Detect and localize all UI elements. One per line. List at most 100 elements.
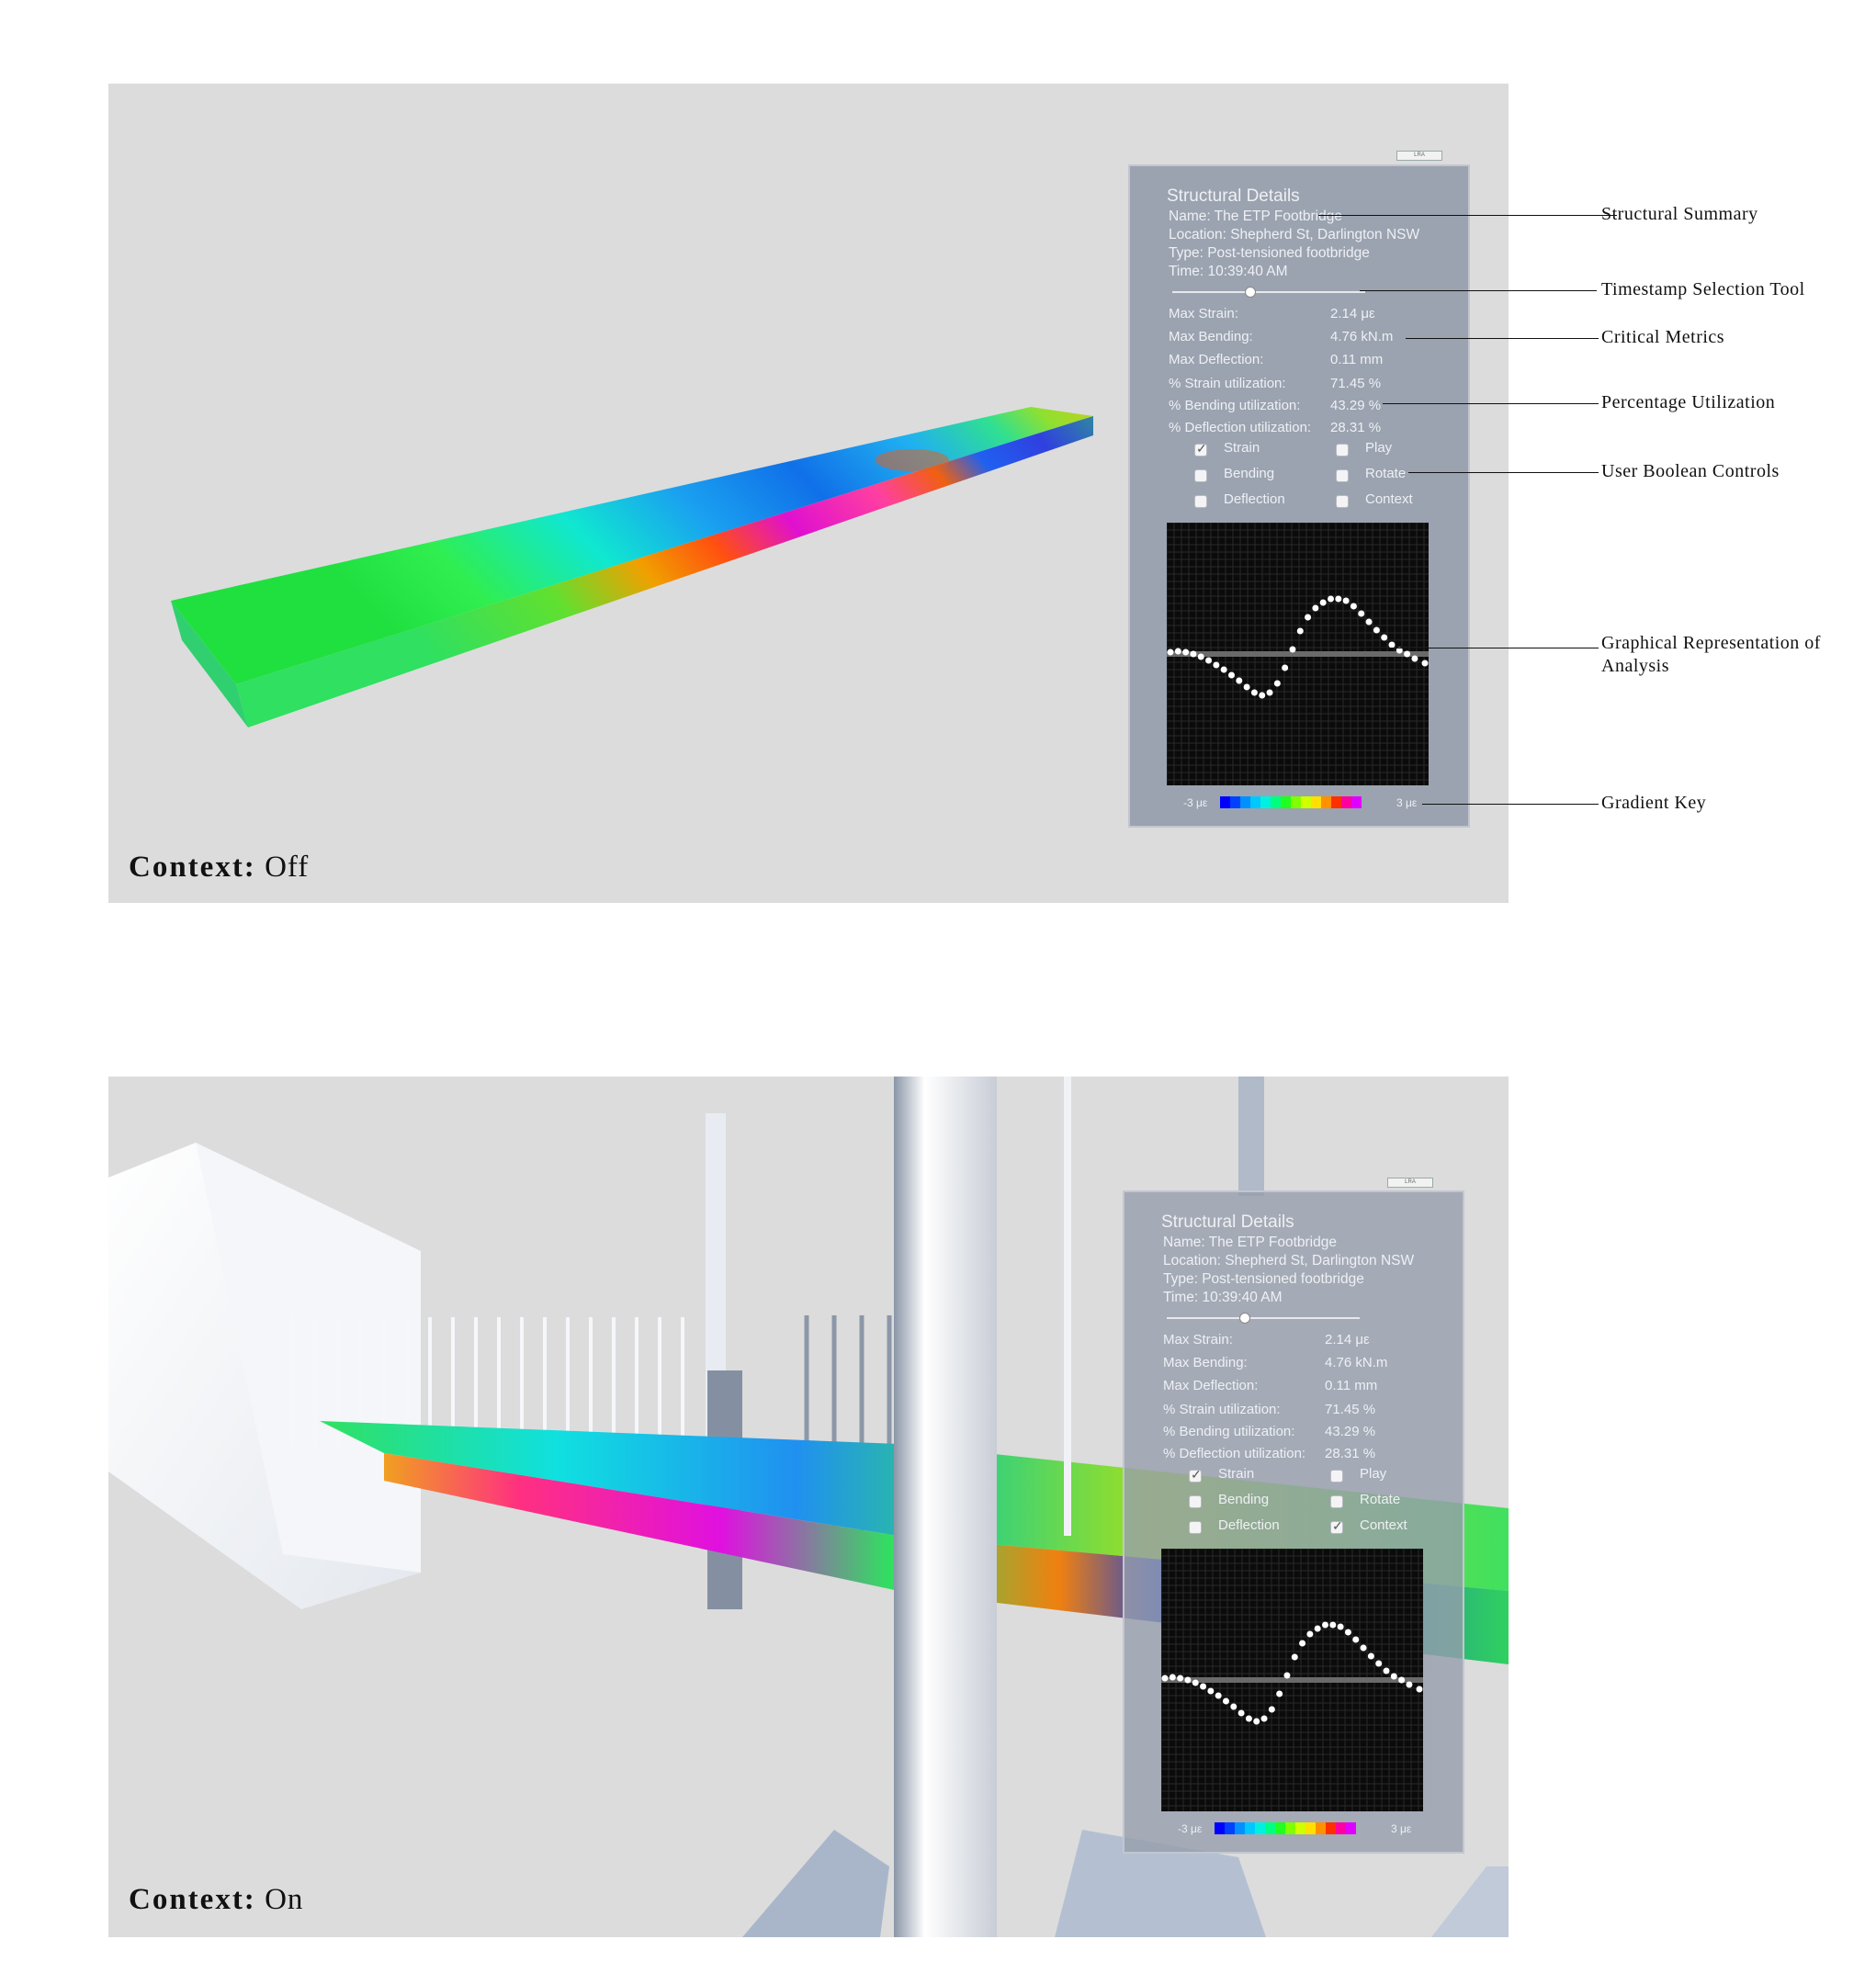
gradient-key-swatch [1245, 1822, 1255, 1834]
context-checkbox[interactable] [1336, 495, 1349, 508]
bridge-deck-3d-view [171, 407, 1093, 727]
data-point [1306, 1630, 1314, 1638]
metric-value: 2.14 με [1325, 1332, 1370, 1347]
data-point [1266, 689, 1273, 696]
structural-details-panel: Structural Details Name: The ETP Footbri… [1123, 1190, 1464, 1854]
data-point [1161, 1674, 1169, 1682]
data-point [1259, 692, 1266, 699]
data-point [1344, 1629, 1351, 1636]
window-mini-button[interactable]: LRA [1396, 151, 1442, 161]
data-point [1283, 1672, 1291, 1679]
annotation-structural-summary: Structural Summary [1601, 204, 1758, 224]
gradient-key-swatch [1305, 1822, 1316, 1834]
data-point [1213, 661, 1220, 669]
data-point [1329, 1621, 1337, 1629]
data-point [1174, 648, 1181, 655]
data-point [1375, 1660, 1383, 1667]
gradient-key-swatch [1235, 1822, 1245, 1834]
viewport-context-on[interactable]: LRA Structural Details Name: The ETP Foo… [108, 1077, 1509, 1937]
play-checkbox[interactable] [1330, 1470, 1343, 1483]
gradient-key-swatch [1331, 796, 1341, 808]
data-point [1305, 614, 1312, 621]
data-point [1250, 689, 1258, 696]
annotation-leader-line [1383, 403, 1599, 404]
baseline [1161, 1677, 1423, 1683]
gradient-key-swatch [1271, 796, 1281, 808]
data-point [1222, 1697, 1229, 1705]
rotate-checkbox[interactable] [1330, 1495, 1343, 1508]
data-point [1276, 1690, 1283, 1697]
metric-value: 0.11 mm [1325, 1378, 1378, 1393]
data-point [1337, 1623, 1344, 1630]
data-point [1200, 1683, 1207, 1690]
data-point [1230, 1703, 1237, 1710]
panel-title: Structural Details [1161, 1212, 1294, 1232]
strain-label: Strain [1218, 1466, 1255, 1482]
metric-value: 4.76 kN.m [1325, 1355, 1388, 1370]
gradient-key-swatch [1225, 1822, 1235, 1834]
metric-label: Max Strain: [1169, 306, 1238, 321]
data-point [1421, 660, 1429, 667]
gradient-key-swatch [1346, 1822, 1356, 1834]
info-name: Name: The ETP Footbridge [1163, 1235, 1337, 1250]
metric-value: 2.14 με [1330, 306, 1375, 321]
timestamp-slider[interactable] [1172, 291, 1365, 293]
viewport-context-off[interactable]: LRA Structural Details Name: The ETP Foo… [108, 84, 1509, 903]
gradient-key-swatch [1250, 796, 1260, 808]
bending-checkbox[interactable] [1189, 1495, 1202, 1508]
data-point [1245, 1715, 1252, 1722]
data-point [1411, 655, 1418, 662]
data-point [1350, 603, 1357, 610]
gradient-key-swatch [1240, 796, 1250, 808]
data-point [1352, 1636, 1360, 1643]
context-checkbox[interactable] [1330, 1518, 1343, 1534]
deflection-checkbox[interactable] [1194, 495, 1207, 508]
data-point [1169, 1674, 1176, 1681]
data-point [1296, 627, 1304, 635]
deflection-label: Deflection [1224, 491, 1285, 507]
deflection-checkbox[interactable] [1189, 1521, 1202, 1534]
metric-value: 4.76 kN.m [1330, 329, 1394, 344]
data-point [1205, 657, 1213, 664]
deflection-label: Deflection [1218, 1517, 1280, 1533]
utilization-label: % Deflection utilization: [1163, 1446, 1306, 1461]
data-point [1328, 595, 1335, 603]
data-point [1282, 664, 1289, 671]
gradient-key-swatch [1220, 796, 1230, 808]
metric-label: Max Bending: [1163, 1355, 1248, 1370]
play-checkbox[interactable] [1336, 444, 1349, 457]
gradient-key-swatch [1215, 1822, 1225, 1834]
info-time: Time: 10:39:40 AM [1163, 1290, 1283, 1305]
annotation-boolean-controls: User Boolean Controls [1601, 461, 1780, 481]
timestamp-slider-handle[interactable] [1239, 1313, 1250, 1324]
bending-label: Bending [1224, 466, 1275, 481]
context-state-label: Context: Off [129, 851, 310, 884]
metric-label: Max Bending: [1169, 329, 1253, 344]
rotate-label: Rotate [1365, 466, 1407, 481]
strain-checkbox[interactable] [1194, 441, 1207, 457]
rotate-checkbox[interactable] [1336, 469, 1349, 482]
data-point [1260, 1715, 1268, 1722]
data-point [1396, 647, 1403, 654]
data-point [1177, 1674, 1184, 1682]
annotation-critical-metrics: Critical Metrics [1601, 327, 1725, 347]
timestamp-slider[interactable] [1167, 1317, 1360, 1319]
data-point [1322, 1621, 1329, 1629]
window-mini-button[interactable]: LRA [1387, 1178, 1433, 1188]
info-type: Type: Post-tensioned footbridge [1169, 245, 1370, 261]
info-type: Type: Post-tensioned footbridge [1163, 1271, 1364, 1287]
data-point [1167, 648, 1174, 656]
bending-checkbox[interactable] [1194, 469, 1207, 482]
gradient-key-min: -3 με [1183, 796, 1208, 809]
gradient-key-swatch [1326, 1822, 1336, 1834]
timestamp-slider-handle[interactable] [1245, 287, 1256, 298]
utilization-value: 71.45 % [1325, 1402, 1376, 1417]
gradient-key-swatch [1311, 796, 1321, 808]
strain-checkbox[interactable] [1189, 1467, 1202, 1483]
data-point [1398, 1676, 1406, 1684]
info-name: Name: The ETP Footbridge [1169, 209, 1342, 224]
data-point [1383, 1667, 1390, 1674]
gradient-key-bar [1220, 796, 1362, 808]
data-point [1291, 1653, 1298, 1661]
data-point [1197, 653, 1204, 660]
